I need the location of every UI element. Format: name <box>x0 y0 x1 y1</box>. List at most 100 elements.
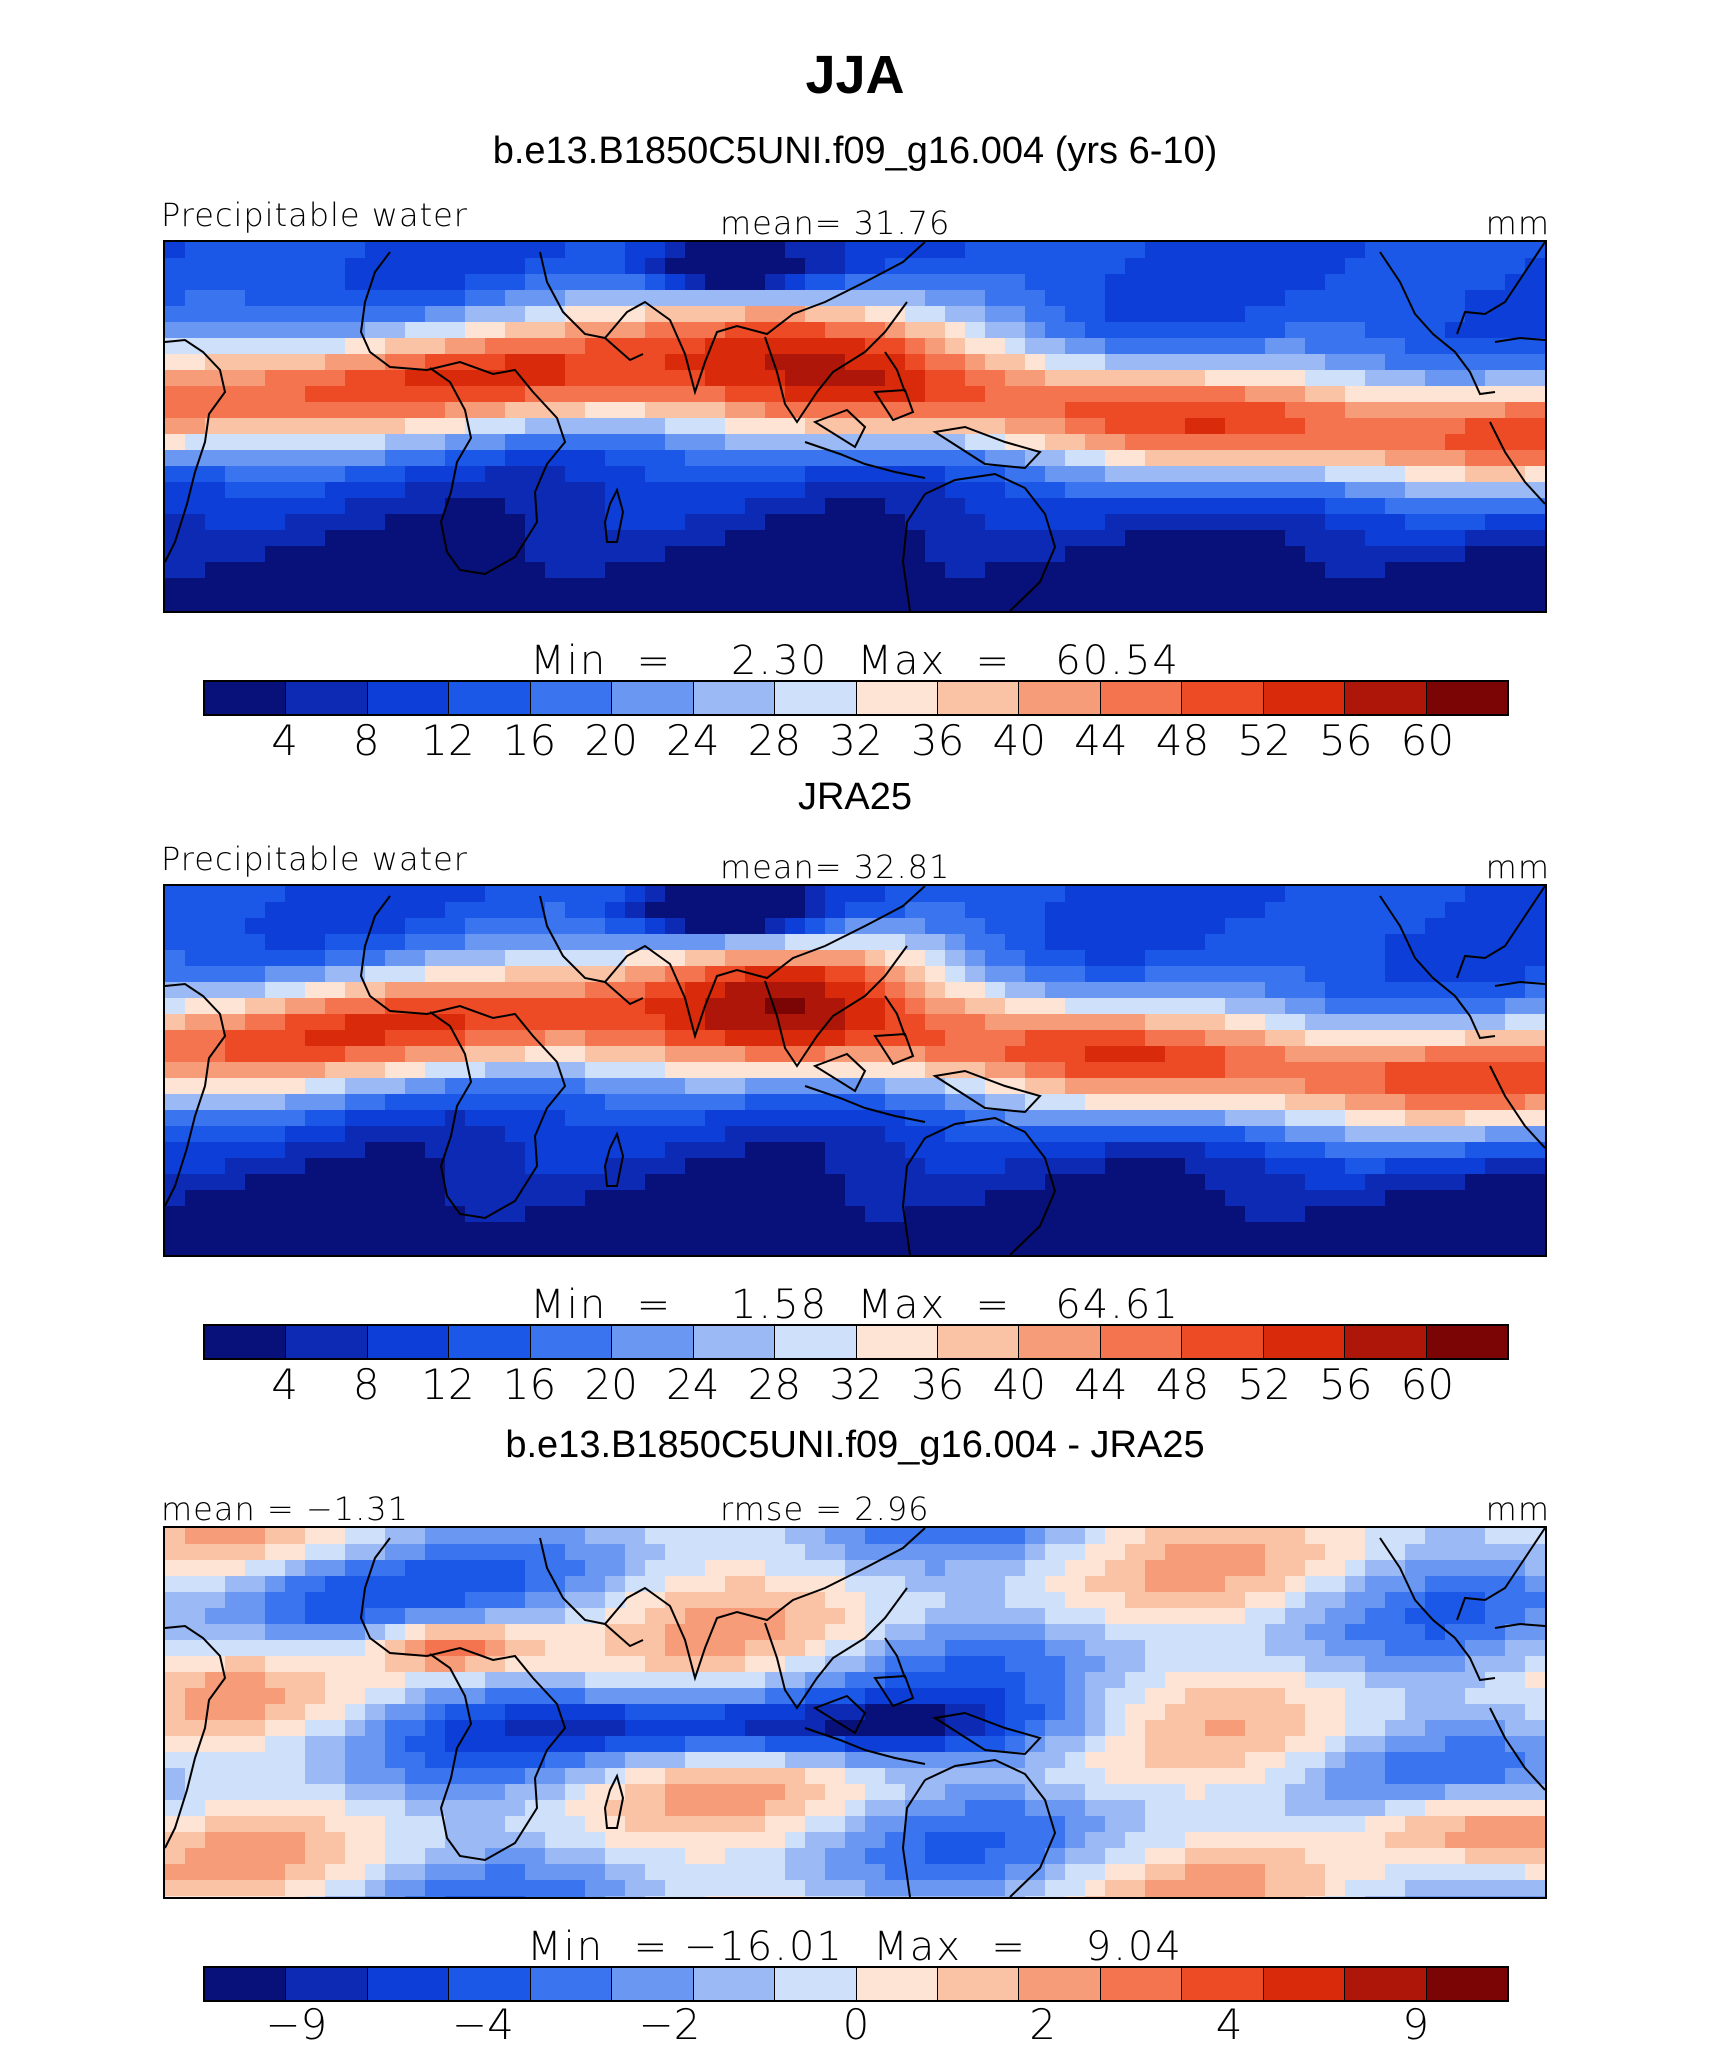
colorbar-tick-label: 9 <box>1402 2000 1430 2049</box>
coastline <box>165 1624 227 1849</box>
panel-3-title: b.e13.B1850C5UNI.f09_g16.004 - JRA25 <box>505 1424 1205 1466</box>
panel-1-mean-label: mean= 31.76 <box>720 204 951 242</box>
colorbar-swatch <box>449 1326 531 1358</box>
map-field <box>165 886 1545 1255</box>
coastline <box>1489 421 1545 505</box>
colorbar-swatch <box>205 682 287 714</box>
colorbar-swatch <box>1100 682 1183 714</box>
colorbar-swatch <box>693 682 776 714</box>
colorbar-tick-label: 32 <box>829 716 883 765</box>
panel-2-colorbar <box>203 1324 1509 1360</box>
coastline <box>764 301 908 424</box>
colorbar-tick-label: 60 <box>1400 716 1455 765</box>
colorbar-tick-label: 40 <box>992 716 1046 765</box>
colorbar-swatch <box>1100 1326 1183 1358</box>
colorbar-tick-label: 48 <box>1155 1360 1210 1409</box>
colorbar-swatch <box>449 1968 531 2000</box>
colorbar-swatch <box>1019 1326 1101 1358</box>
panel-3-map <box>163 1526 1547 1899</box>
colorbar-swatch <box>1263 1326 1346 1358</box>
colorbar-tick-label: 52 <box>1237 716 1291 765</box>
colorbar-swatch <box>612 682 694 714</box>
colorbar-swatch <box>775 1326 857 1358</box>
colorbar-swatch <box>530 682 613 714</box>
colorbar-tick-label: 16 <box>502 1360 557 1409</box>
coastline <box>1379 251 1496 396</box>
colorbar-swatch <box>1100 1968 1183 2000</box>
coastline <box>604 1623 644 1648</box>
coastline <box>764 1587 908 1710</box>
colorbar-tick-label: 2 <box>1029 2000 1056 2049</box>
colorbar-swatch <box>693 1326 776 1358</box>
coastline <box>1494 980 1545 987</box>
coastline <box>604 337 644 362</box>
colorbar-swatch <box>367 1968 450 2000</box>
colorbar-swatch <box>286 1326 368 1358</box>
coastline <box>804 1085 926 1123</box>
colorbar-swatch <box>612 1968 694 2000</box>
coastline <box>1379 1537 1496 1682</box>
coastline <box>603 1131 625 1187</box>
colorbar-swatch <box>1263 682 1346 714</box>
coastline <box>539 242 926 396</box>
coastline <box>873 1032 915 1066</box>
colorbar-tick-label: 48 <box>1155 716 1210 765</box>
panel-1-map <box>163 240 1547 613</box>
colorbar-swatch <box>1019 682 1101 714</box>
colorbar-swatch <box>1345 1326 1427 1358</box>
colorbar-swatch <box>367 682 450 714</box>
coastline <box>901 1779 926 1897</box>
colorbar-tick-label: 40 <box>992 1360 1046 1409</box>
panel-2-map <box>163 884 1547 1257</box>
colorbar-swatch <box>1182 1326 1264 1358</box>
colorbar-tick-label: 36 <box>910 716 965 765</box>
coastline <box>1379 895 1496 1040</box>
coastline <box>884 1637 906 1679</box>
colorbar-swatch <box>856 1968 938 2000</box>
colorbar-tick-label: 4 <box>271 716 298 765</box>
colorbar-tick-label: 36 <box>910 1360 965 1409</box>
coastline <box>901 1137 926 1255</box>
panel-1-minmax: Min = 2.30 Max = 60.54 <box>530 638 1180 684</box>
panel-3-colorbar-ticks: −9 −4 −2 0 2 4 9 <box>203 2000 1509 2050</box>
colorbar-swatch <box>286 682 368 714</box>
coastline <box>1489 1065 1545 1149</box>
colorbar-swatch <box>530 1326 613 1358</box>
coastline <box>1456 1528 1545 1621</box>
colorbar-tick-label: 4 <box>1215 2000 1243 2049</box>
coastline <box>924 1758 1057 1897</box>
colorbar-tick-label: 32 <box>829 1360 883 1409</box>
colorbar-tick-label: 20 <box>584 716 638 765</box>
colorbar-swatch <box>775 1968 857 2000</box>
colorbar-swatch <box>449 682 531 714</box>
colorbar-swatch <box>937 682 1020 714</box>
coastline <box>884 995 906 1037</box>
colorbar-swatch <box>856 682 938 714</box>
colorbar-swatch <box>1182 682 1264 714</box>
colorbar-tick-label: 12 <box>421 716 475 765</box>
colorbar-tick-label: 44 <box>1074 1360 1128 1409</box>
coastline <box>924 472 1057 611</box>
panel-2-variable-label: Precipitable water <box>161 840 468 878</box>
panel-2-mean-label: mean= 32.81 <box>720 848 951 886</box>
colorbar-swatch <box>1426 1968 1507 2000</box>
coastline <box>603 1773 625 1829</box>
colorbar-tick-label: 28 <box>747 716 802 765</box>
colorbar-tick-label: 20 <box>584 1360 638 1409</box>
colorbar-tick-label: −2 <box>638 2000 701 2049</box>
colorbar-tick-label: 8 <box>352 1360 380 1409</box>
colorbar-swatch <box>1345 682 1427 714</box>
coastline <box>539 886 926 1040</box>
panel-1-title: b.e13.B1850C5UNI.f09_g16.004 (yrs 6-10) <box>492 130 1218 172</box>
colorbar-tick-label: 8 <box>352 716 380 765</box>
panel-1-colorbar <box>203 680 1509 716</box>
colorbar-swatch <box>937 1326 1020 1358</box>
colorbar-tick-label: 4 <box>271 1360 298 1409</box>
colorbar-swatch <box>693 1968 776 2000</box>
panel-1-units-label: mm <box>1485 204 1550 242</box>
colorbar-swatch <box>1426 682 1507 714</box>
colorbar-swatch <box>205 1968 287 2000</box>
colorbar-tick-label: 28 <box>747 1360 802 1409</box>
colorbar-tick-label: 56 <box>1319 1360 1373 1409</box>
panel-2-title: JRA25 <box>797 776 913 818</box>
